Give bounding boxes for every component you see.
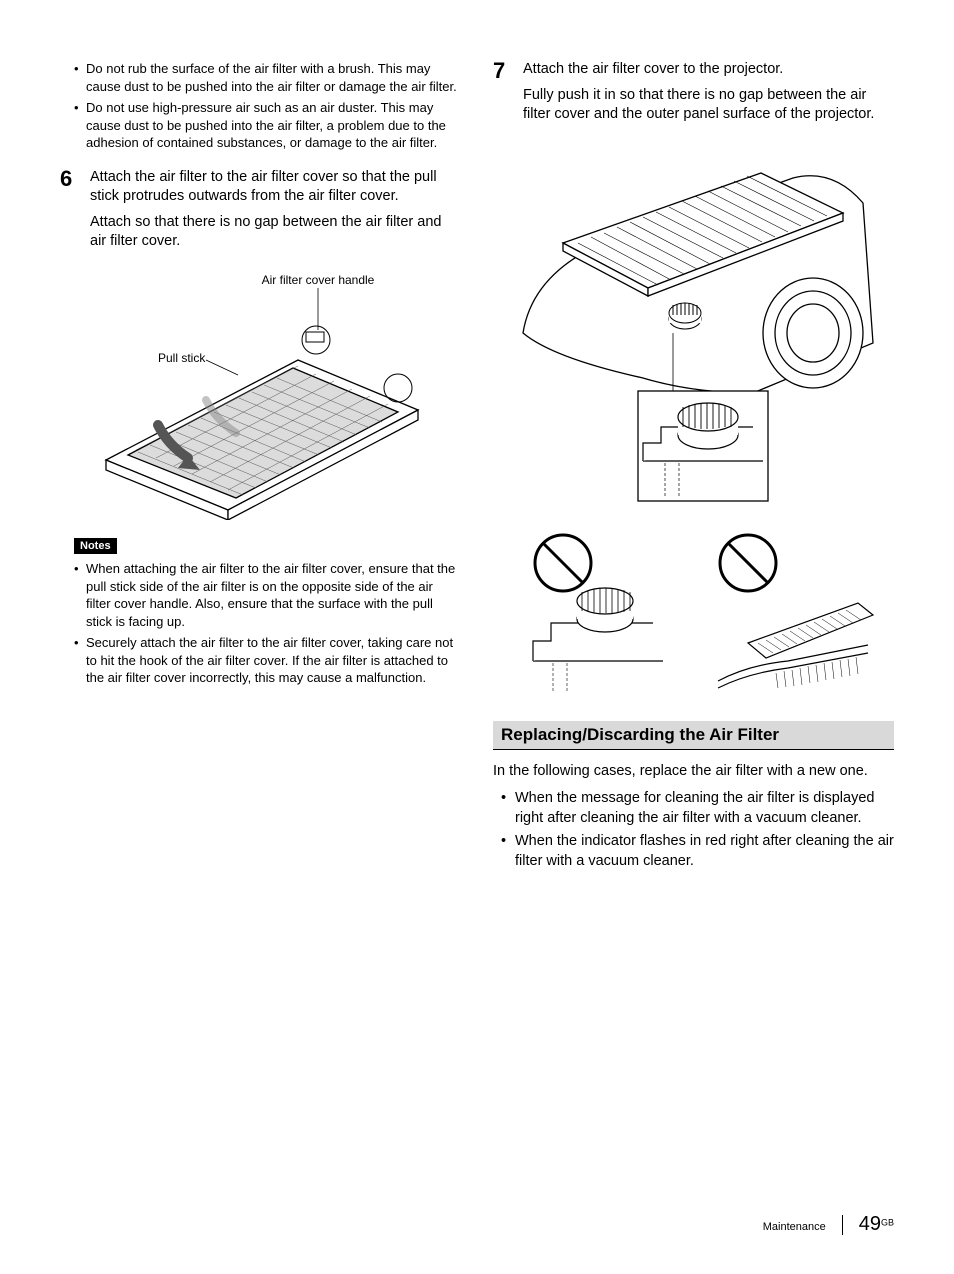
step-text: Attach the air filter to the air filter …: [90, 168, 461, 207]
section-bullets: When the message for cleaning the air fi…: [493, 789, 894, 871]
figure-label-handle: Air filter cover handle: [262, 273, 375, 287]
region-code: GB: [881, 1217, 894, 1227]
step-text: Attach so that there is no gap between t…: [90, 213, 461, 252]
figure-air-filter-cover: Air filter cover handle Pull stick: [88, 270, 461, 520]
figure-label-pullstick: Pull stick: [158, 351, 206, 365]
page-number: 49: [859, 1213, 881, 1235]
step-body: Attach the air filter cover to the proje…: [523, 60, 894, 131]
bullet-item: Do not rub the surface of the air filter…: [74, 60, 461, 95]
page-footer: Maintenance 49GB: [763, 1213, 894, 1236]
notes-bullets: When attaching the air filter to the air…: [60, 560, 461, 687]
bullet-item: When the message for cleaning the air fi…: [501, 789, 894, 828]
top-warning-bullets: Do not rub the surface of the air filter…: [60, 60, 461, 152]
step-6: 6 Attach the air filter to the air filte…: [60, 168, 461, 258]
bullet-item: Do not use high-pressure air such as an …: [74, 99, 461, 152]
figure-attach-cover: [493, 143, 894, 703]
footer-divider: [842, 1215, 843, 1235]
section-heading: Replacing/Discarding the Air Filter: [493, 721, 894, 750]
footer-section: Maintenance: [763, 1221, 826, 1233]
notes-label: Notes: [74, 538, 117, 554]
step-text: Attach the air filter cover to the proje…: [523, 60, 894, 80]
bullet-item: When attaching the air filter to the air…: [74, 560, 461, 630]
step-body: Attach the air filter to the air filter …: [90, 168, 461, 258]
step-number: 6: [60, 168, 78, 258]
bullet-item: Securely attach the air filter to the ai…: [74, 634, 461, 687]
step-number: 7: [493, 60, 511, 131]
section-intro: In the following cases, replace the air …: [493, 762, 894, 782]
bullet-item: When the indicator flashes in red right …: [501, 832, 894, 871]
step-7: 7 Attach the air filter cover to the pro…: [493, 60, 894, 131]
step-text: Fully push it in so that there is no gap…: [523, 86, 894, 125]
